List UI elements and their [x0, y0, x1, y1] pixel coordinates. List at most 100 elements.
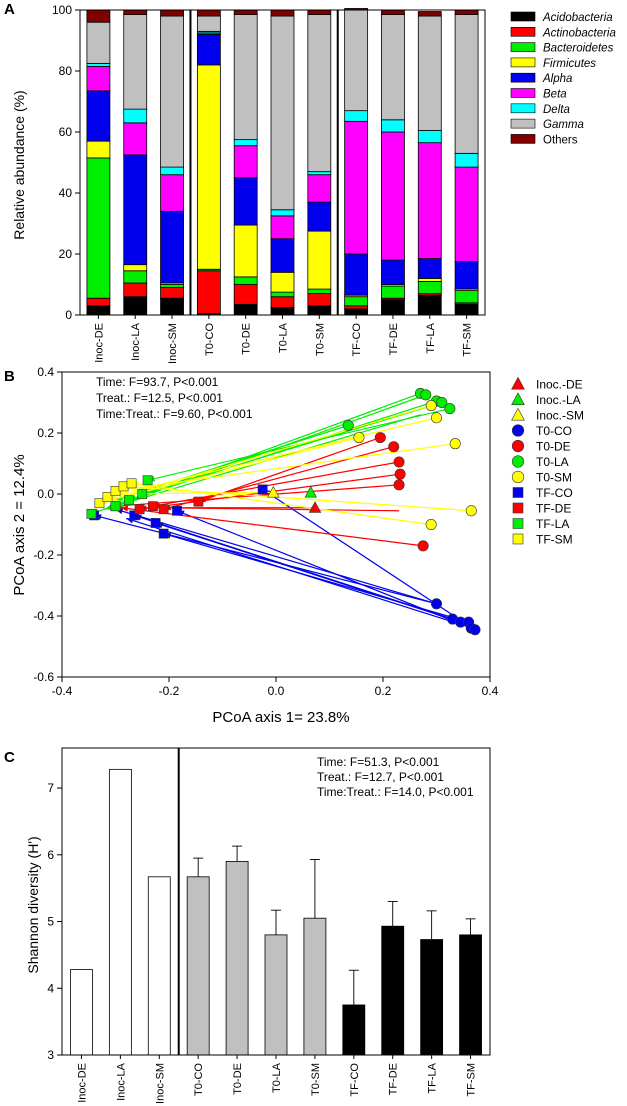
bar-segment-t0-de-firmicutes — [233, 224, 258, 278]
bar-tf-co — [342, 1004, 366, 1056]
bar-segment-tf-de-bacteroidetes — [381, 285, 405, 299]
legend-label-t0-co: T0-CO — [536, 424, 572, 438]
bar-segment-t0-sm-delta — [307, 171, 332, 176]
bar-segment-t0-de-delta — [233, 139, 258, 147]
point-tf-la — [137, 489, 148, 499]
bar-segment-tf-de-others — [381, 9, 405, 15]
bar-segment-tf-sm-acidobacteria — [454, 303, 479, 316]
point-tf-sm — [94, 498, 105, 509]
bar-segment-tf-de-delta — [381, 119, 405, 133]
bar-segment-inoc-la-gamma — [123, 14, 148, 110]
bar-segment-tf-la-alpha — [417, 258, 442, 279]
x-tick-label-inoc-sm: Inoc-SM — [154, 1063, 166, 1104]
point-t0-sm — [465, 505, 477, 517]
legend-label-bacteroidetes: Bacteroidetes — [543, 43, 614, 55]
point-tf-sm — [102, 492, 113, 502]
y-tick-label: 7 — [47, 781, 54, 795]
point-t0-la — [342, 419, 354, 431]
bar-segment-inoc-la-bacteroidetes — [123, 270, 148, 284]
x-tick-label-t0-co: T0-CO — [204, 323, 216, 356]
bar-segment-inoc-sm-gamma — [160, 15, 184, 168]
bar-segment-inoc-de-actinobacteria — [86, 297, 111, 307]
bar-segment-t0-la-firmicutes — [270, 271, 295, 293]
bar-segment-t0-la-others — [270, 9, 295, 17]
bar-segment-tf-de-beta — [381, 131, 405, 261]
legend-marker-t0-de — [511, 439, 525, 453]
legend-label-tf-de: TF-DE — [536, 502, 571, 516]
point-tf-co — [150, 518, 161, 528]
bar-tf-de — [381, 925, 405, 1056]
point-tf-co — [129, 510, 140, 521]
bar-segment-inoc-de-others — [86, 9, 111, 23]
y-tick-label: 80 — [59, 64, 73, 78]
bar-segment-t0-la-bacteroidetes — [270, 291, 295, 298]
bar-segment-inoc-de-acidobacteria — [86, 305, 111, 316]
trajectory-arrow — [142, 401, 443, 495]
bar-segment-t0-sm-bacteroidetes — [307, 288, 332, 295]
bar-segment-inoc-la-alpha — [123, 154, 148, 266]
legend-label-t0-la: T0-LA — [536, 455, 569, 469]
point-t0-sm — [430, 412, 442, 424]
bar-segment-t0-de-bacteroidetes — [233, 276, 258, 285]
bar-t0-sm — [303, 917, 327, 1056]
x-tick-label-tf-co: TF-CO — [351, 323, 363, 357]
bar-segment-inoc-sm-alpha — [160, 210, 184, 284]
bar-segment-inoc-sm-beta — [160, 174, 184, 212]
bar-segment-t0-la-acidobacteria — [270, 306, 295, 316]
bar-segment-tf-de-alpha — [381, 259, 405, 285]
point-tf-co — [257, 484, 268, 495]
legend-swatch-alpha — [510, 72, 536, 83]
legend-swatch-bacteroidetes — [510, 42, 536, 52]
x-tick-label: -0.4 — [52, 684, 73, 698]
panel-c-annotation-time: Time: F=51.3, P<0.001 — [317, 755, 440, 769]
bar-segment-inoc-la-actinobacteria — [123, 282, 148, 298]
y-tick-label: 4 — [47, 981, 54, 995]
trajectory-arrow — [155, 522, 461, 623]
trajectory-arrow — [198, 437, 381, 503]
point-tf-la — [86, 508, 97, 519]
legend-label-delta: Delta — [543, 104, 570, 116]
bar-segment-tf-la-others — [417, 11, 442, 17]
bar-t0-co — [186, 876, 210, 1056]
panel-b-annotation-interaction: Time:Treat.: F=9.60, P<0.001 — [96, 407, 253, 421]
bar-segment-inoc-sm-others — [160, 9, 184, 17]
bar-segment-t0-sm-acidobacteria — [307, 305, 332, 316]
trajectory-arrow — [115, 508, 437, 605]
bar-segment-inoc-de-firmicutes — [86, 140, 111, 159]
legend-swatch-gamma — [510, 118, 536, 129]
point-tf-la — [110, 501, 121, 512]
point-t0-la — [420, 389, 432, 401]
bar-segment-inoc-de-bacteroidetes — [86, 157, 111, 299]
bar-segment-tf-la-gamma — [417, 15, 442, 131]
x-tick-label: -0.2 — [159, 684, 180, 698]
x-tick-label-inoc-sm: Inoc-SM — [167, 323, 179, 364]
point-tf-la — [142, 475, 153, 486]
bar-segment-t0-la-actinobacteria — [270, 296, 295, 308]
bar-segment-t0-co-gamma — [196, 15, 221, 32]
panel-a-ylabel: Relative abundance (%) — [11, 90, 27, 239]
y-tick-label: 6 — [47, 848, 54, 862]
legend-label-acidobacteria: Acidobacteria — [542, 12, 613, 24]
bar-segment-inoc-la-others — [123, 9, 148, 15]
bar-segment-tf-co-beta — [344, 120, 369, 255]
bar-segment-t0-de-beta — [233, 145, 258, 179]
panel-a-label: A — [4, 1, 15, 18]
bar-segment-tf-la-firmicutes — [417, 277, 442, 282]
bar-segment-inoc-de-gamma — [86, 21, 111, 64]
panel-b: B PCoA axis 2 = 12.4% PCoA axis 1= 23.8%… — [4, 365, 584, 726]
trajectory-arrowhead — [104, 504, 113, 511]
y-tick-label: -0.6 — [33, 670, 54, 684]
bar-segment-inoc-de-delta — [86, 62, 111, 67]
trajectory-arrow — [120, 507, 424, 547]
bar-tf-la — [420, 939, 444, 1056]
y-tick-label: 0.2 — [37, 426, 54, 440]
point-t0-la — [436, 396, 448, 408]
bar-segment-tf-co-actinobacteria — [344, 305, 369, 310]
x-tick-label-t0-de: T0-DE — [241, 323, 253, 355]
y-tick-label: 0.4 — [37, 365, 54, 379]
point-tf-de — [193, 496, 204, 507]
x-tick-label-inoc-de: Inoc-DE — [93, 323, 105, 363]
x-tick-label-inoc-de: Inoc-DE — [76, 1063, 88, 1103]
